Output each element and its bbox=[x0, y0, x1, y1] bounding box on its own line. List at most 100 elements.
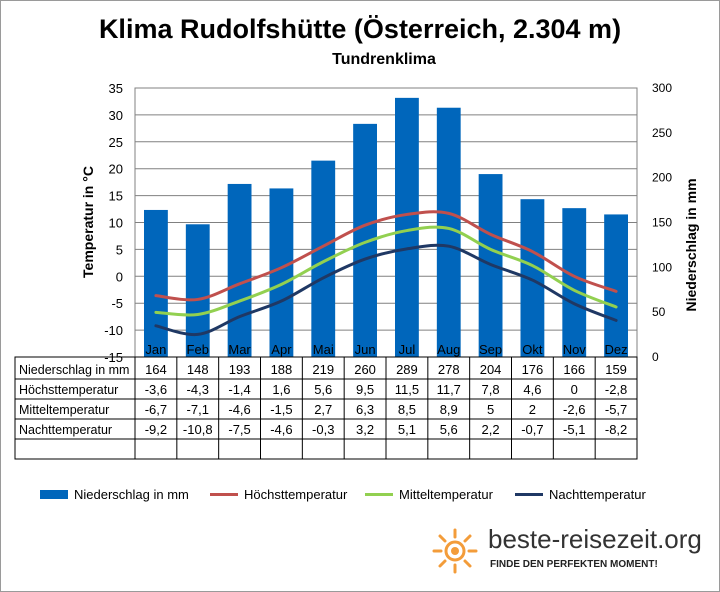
x-tick-label: Nov bbox=[563, 342, 587, 357]
legend-item: Niederschlag in mm bbox=[40, 487, 189, 502]
y2-tick-label: 100 bbox=[652, 260, 672, 274]
table-cell: 289 bbox=[396, 362, 418, 377]
legend-label: Mitteltemperatur bbox=[399, 487, 493, 502]
y2-tick-label: 0 bbox=[652, 350, 659, 364]
chart-legend: Niederschlag in mm Höchsttemperatur Mittel… bbox=[40, 487, 680, 507]
y-tick-label: 15 bbox=[109, 189, 123, 204]
table-cell: 9,5 bbox=[356, 382, 374, 397]
table-cell: -4,6 bbox=[228, 402, 250, 417]
h-chsttemperatur-line bbox=[154, 210, 618, 302]
table-cell: -8,2 bbox=[605, 422, 627, 437]
table-cell: 204 bbox=[480, 362, 502, 377]
table-cell: 11,7 bbox=[437, 382, 461, 397]
precip-bar bbox=[227, 183, 252, 357]
table-cell: -0,7 bbox=[521, 422, 543, 437]
table-cell: 0 bbox=[571, 382, 578, 397]
table-cell: 219 bbox=[312, 362, 334, 377]
table-cell: 148 bbox=[187, 362, 209, 377]
y-tick-label: -5 bbox=[111, 296, 123, 311]
precip-bar bbox=[520, 199, 545, 357]
table-cell: 164 bbox=[145, 362, 167, 377]
y-tick-label: 30 bbox=[109, 108, 123, 123]
precip-bar bbox=[185, 224, 210, 357]
table-cell: 176 bbox=[522, 362, 544, 377]
precip-bar bbox=[144, 209, 168, 357]
precip-bar bbox=[436, 107, 461, 357]
precip-bar bbox=[562, 208, 587, 357]
legend-swatch bbox=[210, 493, 238, 496]
chart-title: Klima Rudolfshütte (Österreich, 2.304 m) bbox=[98, 14, 622, 44]
table-cell: -4,3 bbox=[187, 382, 209, 397]
table-cell: 166 bbox=[563, 362, 585, 377]
x-tick-label: Mai bbox=[313, 342, 334, 357]
table-cell: 8,9 bbox=[440, 402, 458, 417]
precip-bar bbox=[604, 214, 628, 357]
y-tick-label: 5 bbox=[116, 242, 123, 257]
legend-item: Nachttemperatur bbox=[515, 487, 646, 502]
x-tick-label: Mar bbox=[228, 342, 251, 357]
legend-swatch bbox=[40, 490, 68, 499]
x-tick-label: Okt bbox=[522, 342, 543, 357]
table-cell: -6,7 bbox=[145, 402, 167, 417]
x-tick-label: Jan bbox=[145, 342, 166, 357]
table-cell: 4,6 bbox=[523, 382, 541, 397]
mitteltemperatur-line bbox=[154, 225, 618, 317]
legend-swatch bbox=[515, 493, 543, 496]
brand-tagline: FINDE DEN PERFEKTEN MOMENT! bbox=[490, 559, 658, 570]
table-cell: -2,8 bbox=[605, 382, 627, 397]
table-cell: 2,7 bbox=[314, 402, 332, 417]
table-row-label: Höchsttemperatur bbox=[19, 383, 118, 397]
y-axis-title: Temperatur in °C bbox=[80, 166, 96, 278]
table-cell: 5,6 bbox=[440, 422, 458, 437]
table-cell: 260 bbox=[354, 362, 376, 377]
precip-bar bbox=[395, 97, 419, 357]
table-cell: 11,5 bbox=[395, 382, 419, 397]
table-cell: 278 bbox=[438, 362, 460, 377]
table-cell: 5,6 bbox=[314, 382, 332, 397]
y-tick-label: 35 bbox=[109, 81, 123, 96]
y-tick-label: 20 bbox=[109, 162, 123, 177]
y-tick-label: -10 bbox=[104, 323, 123, 338]
x-tick-label: Jul bbox=[399, 342, 416, 357]
legend-label: Höchsttemperatur bbox=[244, 487, 348, 502]
y-tick-label: 25 bbox=[109, 135, 123, 150]
table-cell: -4,6 bbox=[270, 422, 292, 437]
table-cell: 1,6 bbox=[272, 382, 290, 397]
nachttemperatur-line bbox=[154, 243, 618, 337]
precip-bar bbox=[311, 160, 336, 357]
precip-bar bbox=[269, 188, 294, 357]
table-cell: 7,8 bbox=[482, 382, 500, 397]
table-cell: -2,6 bbox=[563, 402, 585, 417]
legend-label: Niederschlag in mm bbox=[74, 487, 189, 502]
x-tick-label: Jun bbox=[355, 342, 376, 357]
table-row-label: Mitteltemperatur bbox=[19, 403, 109, 417]
table-cell: -10,8 bbox=[183, 422, 213, 437]
table-cell: -7,5 bbox=[228, 422, 250, 437]
table-cell: 159 bbox=[605, 362, 627, 377]
x-tick-label: Dez bbox=[605, 342, 628, 357]
y2-tick-label: 200 bbox=[652, 171, 672, 185]
table-cell: -7,1 bbox=[187, 402, 209, 417]
table-cell: -9,2 bbox=[145, 422, 167, 437]
chart-subtitle: Tundrenklima bbox=[332, 51, 436, 68]
brand-name: beste-reisezeit.org bbox=[488, 524, 702, 554]
sun-icon bbox=[432, 528, 478, 574]
table-cell: -1,4 bbox=[228, 382, 250, 397]
x-tick-label: Sep bbox=[479, 342, 502, 357]
table-cell: 5,1 bbox=[398, 422, 416, 437]
table-cell: -5,7 bbox=[605, 402, 627, 417]
table-cell: -3,6 bbox=[145, 382, 167, 397]
brand-logo: beste-reisezeit.org FINDE DEN PERFEKTEN … bbox=[428, 522, 718, 580]
legend-swatch bbox=[365, 493, 393, 496]
x-tick-label: Feb bbox=[187, 342, 209, 357]
y-tick-label: 0 bbox=[116, 269, 123, 284]
legend-label: Nachttemperatur bbox=[549, 487, 646, 502]
table-cell: 6,3 bbox=[356, 402, 374, 417]
y2-axis-title: Niederschlag in mm bbox=[683, 178, 699, 311]
y2-tick-label: 150 bbox=[652, 216, 672, 230]
table-cell: 193 bbox=[229, 362, 251, 377]
table-cell: 3,2 bbox=[356, 422, 374, 437]
y2-tick-label: 300 bbox=[652, 81, 672, 95]
climate-chart: 35302520151050-5-10-15300250200150100500… bbox=[14, 81, 699, 460]
table-cell: 2 bbox=[529, 402, 536, 417]
